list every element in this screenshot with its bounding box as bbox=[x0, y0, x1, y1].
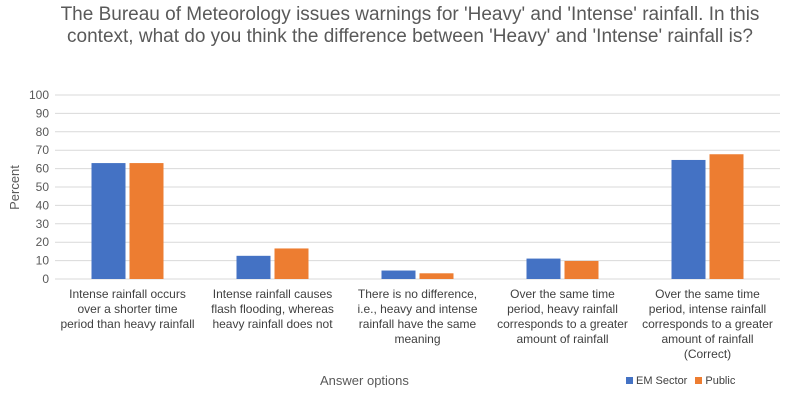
x-tick-label: Intense rainfall occurs over a shorter ti… bbox=[60, 287, 194, 331]
bar-public bbox=[709, 154, 744, 279]
y-axis-label: Percent bbox=[6, 165, 22, 210]
y-tick-label: 0 bbox=[42, 272, 49, 286]
bar-em-sector bbox=[526, 258, 561, 279]
y-tick-label: 60 bbox=[36, 162, 50, 176]
y-tick-label: 20 bbox=[36, 235, 50, 249]
x-tick-label: Intense rainfall causes flash flooding, w… bbox=[211, 287, 334, 331]
x-tick-label: There is no difference, i.e., heavy and i… bbox=[357, 287, 477, 346]
bar-public bbox=[129, 163, 164, 279]
y-tick-label: 50 bbox=[36, 180, 50, 194]
y-tick-label: 40 bbox=[36, 198, 50, 212]
x-tick-label: Over the same time period, heavy rainfall… bbox=[497, 287, 628, 346]
bar-em-sector bbox=[671, 159, 706, 279]
y-tick-label: 10 bbox=[36, 254, 50, 268]
bar-public bbox=[274, 248, 309, 279]
y-tick-label: 100 bbox=[29, 88, 49, 102]
legend-swatch bbox=[626, 377, 633, 384]
x-axis-label: Answer options bbox=[320, 373, 409, 388]
chart-title: The Bureau of Meteorology issues warning… bbox=[60, 4, 760, 47]
bar-em-sector bbox=[91, 163, 126, 279]
y-tick-label: 70 bbox=[36, 143, 50, 157]
y-tick-label: 30 bbox=[36, 217, 50, 231]
legend-label: EM Sector bbox=[636, 375, 688, 387]
legend-swatch bbox=[695, 377, 703, 384]
y-tick-label: 80 bbox=[36, 125, 50, 139]
bar-public bbox=[419, 273, 454, 279]
bar-em-sector bbox=[381, 270, 416, 279]
x-tick-label: Over the same time period, intense rainfa… bbox=[642, 287, 773, 361]
bar-public bbox=[564, 260, 599, 279]
legend: EM Sector Public bbox=[626, 375, 735, 387]
bar-em-sector bbox=[236, 255, 271, 279]
legend-item-public: Public bbox=[695, 375, 735, 387]
y-tick-label: 90 bbox=[36, 106, 50, 120]
legend-item-em-sector: EM Sector bbox=[626, 375, 687, 387]
legend-label: Public bbox=[705, 375, 736, 387]
